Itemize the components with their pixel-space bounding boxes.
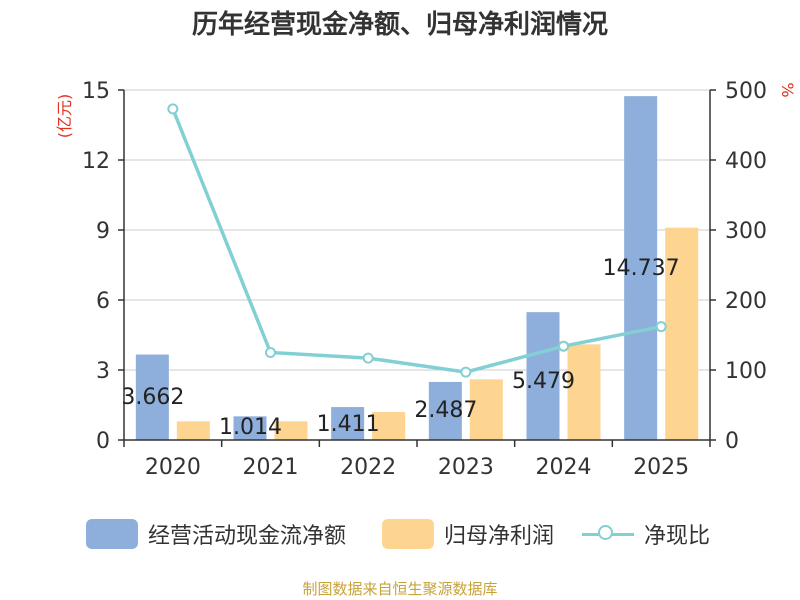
y-right-tick-label: 100: [725, 359, 767, 384]
y-left-axis-label: (亿元): [55, 94, 74, 139]
y-right-tick-label: 500: [725, 79, 767, 104]
x-tick-label: 2024: [536, 455, 592, 480]
bar-net-profit-2020: [176, 421, 210, 440]
bar-cash-flow-2025: [624, 96, 658, 441]
legend-item-net-profit[interactable]: 归母净利润: [382, 517, 554, 551]
y-right-tick-label: 300: [725, 219, 767, 244]
bar-net-profit-2024: [567, 344, 601, 440]
data-label-cash-flow-2024: 5.479: [512, 369, 575, 394]
bar-net-profit-2023: [469, 379, 503, 440]
x-tick-label: 2020: [145, 455, 201, 480]
bar-net-profit-2021: [274, 421, 308, 440]
y-left-tick-label: 0: [96, 429, 110, 454]
x-tick-label: 2021: [243, 455, 299, 480]
bar-cash-flow-2020: [135, 354, 169, 440]
x-tick-label: 2022: [340, 455, 396, 480]
legend-swatch-cash-flow: [86, 519, 138, 549]
y-right-tick-label: 0: [725, 429, 739, 454]
legend-label-ratio: 净现比: [644, 524, 711, 549]
y-right-tick-label: 400: [725, 149, 767, 174]
ratio-point-2025: [655, 321, 667, 333]
legend-swatch-net-profit: [382, 519, 434, 549]
x-tick-label: 2023: [438, 455, 494, 480]
legend-item-ratio[interactable]: 净现比: [582, 517, 710, 551]
data-label-cash-flow-2021: 1.014: [219, 415, 282, 440]
bar-cash-flow-2024: [526, 312, 560, 440]
ratio-point-2024: [558, 340, 569, 352]
legend-item-cash-flow[interactable]: 经营活动现金流净额: [86, 517, 346, 551]
legend-label-cash-flow: 经营活动现金流净额: [148, 524, 347, 549]
y-left-tick-label: 12: [82, 149, 110, 174]
footer-source: 制图数据来自恒生聚源数据库: [302, 580, 498, 598]
ratio-point-2022: [362, 352, 374, 364]
bars: [135, 96, 699, 441]
legend-label-net-profit: 归母净利润: [444, 524, 555, 549]
data-label-cash-flow-2020: 3.662: [121, 385, 184, 410]
axes: 0 3 6 9 12 15 0 100 200 300 400 500 (亿元)% 2020 2021 202…: [55, 79, 797, 480]
y-left-tick-label: 9: [96, 219, 110, 244]
ratio-point-2021: [265, 347, 276, 358]
bar-net-profit-2025: [665, 227, 699, 440]
grid-lines: [124, 89, 710, 371]
data-labels: 3.662 1.014 1.411 2.487 5.479 14.737: [121, 256, 679, 440]
y-left-tick-label: 15: [82, 79, 110, 104]
ratio-point-2023: [460, 366, 472, 378]
ratio-point-2020: [167, 103, 179, 115]
bar-cash-flow-2022: [331, 407, 365, 440]
bar-cash-flow-2023: [428, 381, 462, 440]
bar-cash-flow-2021: [233, 416, 267, 440]
x-tick-label: 2025: [633, 455, 689, 480]
data-label-cash-flow-2025: 14.737: [603, 256, 680, 281]
ratio-line-layer: [167, 103, 667, 378]
y-left-tick-label: 6: [96, 289, 110, 314]
ratio-line: [171, 108, 662, 374]
data-label-cash-flow-2022: 1.411: [317, 412, 380, 437]
data-label-cash-flow-2023: 2.487: [414, 398, 477, 423]
y-right-axis-label: %: [778, 82, 797, 97]
chart-title: 历年经营现金净额、归母净利润情况: [191, 10, 608, 40]
bar-net-profit-2022: [372, 412, 406, 440]
legend-swatch-ratio: [582, 519, 634, 549]
y-left-tick-label: 3: [96, 359, 110, 384]
y-right-tick-label: 200: [725, 289, 767, 314]
